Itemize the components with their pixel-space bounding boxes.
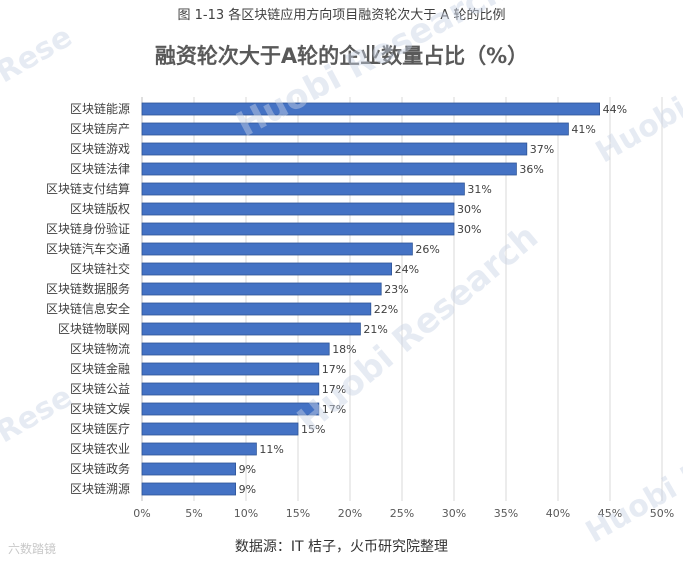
category-label: 区块链信息安全 — [46, 301, 130, 316]
chart-title: 融资轮次大于A轮的企业数量占比（%） — [154, 44, 529, 68]
bar — [141, 202, 455, 216]
x-tick-label: 15% — [286, 507, 310, 520]
bar — [141, 122, 569, 136]
category-label: 区块链物流 — [70, 341, 130, 356]
data-label: 17% — [322, 363, 346, 376]
gridlines — [141, 97, 663, 501]
bar — [141, 182, 465, 196]
bar — [141, 402, 320, 416]
data-label: 17% — [322, 383, 346, 396]
category-label: 区块链物联网 — [58, 321, 130, 336]
bar — [141, 422, 299, 436]
category-label: 区块链医疗 — [70, 421, 130, 436]
figure-caption: 图 1-13 各区块链应用方向项目融资轮次大于 A 轮的比例 — [177, 8, 506, 23]
category-label: 区块链汽车交通 — [46, 241, 130, 256]
bar — [141, 442, 257, 456]
data-label: 22% — [374, 303, 398, 316]
category-label: 区块链数据服务 — [46, 281, 130, 296]
data-label: 30% — [457, 223, 481, 236]
category-label: 区块链农业 — [70, 441, 130, 456]
source-note: 数据源：IT 桔子，火币研究院整理 — [234, 539, 449, 555]
category-label: 区块链溯源 — [70, 481, 130, 496]
bar — [141, 262, 393, 276]
category-label: 区块链文娱 — [70, 401, 130, 416]
category-label: 区块链公益 — [70, 381, 130, 396]
bar — [141, 142, 528, 156]
category-label: 区块链支付结算 — [46, 181, 130, 196]
labels: 0% 5% 10% 15% 20% 25% 30% 35% 40% 45% 50% 区块链能源 44% 区… — [46, 101, 674, 520]
data-label: 37% — [530, 143, 554, 156]
category-label: 区块链游戏 — [70, 141, 130, 156]
category-label: 区块链金融 — [70, 361, 130, 376]
category-label: 区块链版权 — [70, 201, 130, 216]
data-label: 18% — [332, 343, 356, 356]
data-label: 11% — [259, 443, 283, 456]
bar — [141, 102, 601, 116]
x-tick-label: 5% — [185, 507, 202, 520]
data-label: 36% — [519, 163, 543, 176]
x-tick-label: 50% — [650, 507, 674, 520]
category-label: 区块链政务 — [70, 461, 130, 476]
x-tick-label: 30% — [442, 507, 466, 520]
category-label: 区块链社交 — [70, 261, 130, 276]
bar — [141, 302, 372, 316]
data-label: 41% — [571, 123, 595, 136]
x-tick-label: 0% — [133, 507, 150, 520]
data-label: 9% — [239, 463, 256, 476]
data-label: 15% — [301, 423, 325, 436]
data-label: 26% — [415, 243, 439, 256]
x-tick-label: 35% — [494, 507, 518, 520]
data-label: 24% — [395, 263, 419, 276]
category-label: 区块链能源 — [70, 101, 130, 116]
x-tick-label: 40% — [546, 507, 570, 520]
bar — [141, 382, 320, 396]
bars — [141, 102, 601, 496]
data-label: 30% — [457, 203, 481, 216]
x-tick-label: 45% — [598, 507, 622, 520]
x-tick-label: 10% — [234, 507, 258, 520]
bar — [141, 462, 236, 476]
data-label: 31% — [467, 183, 491, 196]
category-label: 区块链身份验证 — [46, 221, 130, 236]
x-tick-label: 25% — [390, 507, 414, 520]
category-label: 区块链法律 — [70, 161, 130, 176]
bar — [141, 482, 236, 496]
data-label: 9% — [239, 483, 256, 496]
bar — [141, 222, 455, 236]
data-label: 44% — [603, 103, 627, 116]
bar — [141, 242, 413, 256]
data-label: 17% — [322, 403, 346, 416]
bar — [141, 362, 320, 376]
bar — [141, 282, 382, 296]
data-label: 23% — [384, 283, 408, 296]
bar — [141, 322, 361, 336]
corner-logo: 六数踏镜 — [8, 542, 57, 556]
category-label: 区块链房产 — [70, 121, 130, 136]
bar — [141, 162, 517, 176]
x-tick-label: 20% — [338, 507, 362, 520]
bar — [141, 342, 330, 356]
data-label: 21% — [363, 323, 387, 336]
